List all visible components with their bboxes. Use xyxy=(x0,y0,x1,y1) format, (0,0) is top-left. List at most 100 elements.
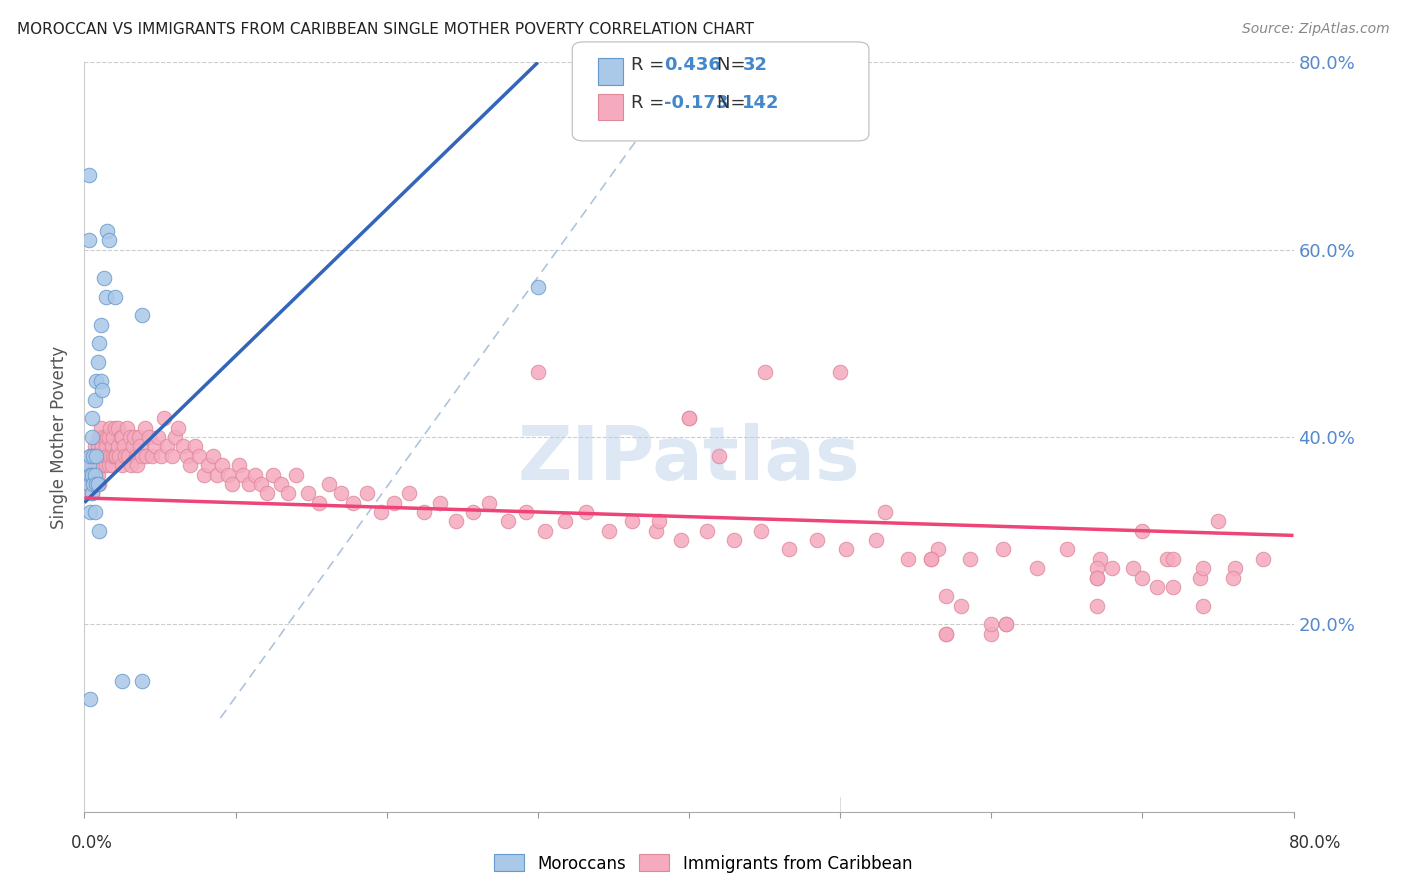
Point xyxy=(105,449,128,463)
Text: 142: 142 xyxy=(742,94,780,112)
Point xyxy=(112,440,135,453)
Point xyxy=(93,430,115,444)
Point xyxy=(131,308,153,322)
Point xyxy=(84,467,107,482)
Point xyxy=(79,692,101,706)
Point xyxy=(101,430,124,444)
Point xyxy=(277,486,299,500)
Point xyxy=(90,374,112,388)
Point xyxy=(193,467,215,482)
Point xyxy=(80,467,103,482)
Point xyxy=(835,542,858,557)
Point xyxy=(620,514,643,528)
Point xyxy=(1088,551,1111,566)
Point xyxy=(678,411,700,425)
Point xyxy=(678,411,700,425)
Point xyxy=(285,467,308,482)
Point xyxy=(96,430,118,444)
Point xyxy=(356,486,378,500)
Point xyxy=(211,458,233,473)
Point xyxy=(80,430,103,444)
Point xyxy=(114,449,136,463)
Point xyxy=(1206,514,1229,528)
Point xyxy=(935,590,957,604)
Point xyxy=(97,458,120,473)
Point xyxy=(82,476,104,491)
Text: ZIPatlas: ZIPatlas xyxy=(517,423,860,496)
Point xyxy=(496,514,519,528)
Point xyxy=(108,449,131,463)
Point xyxy=(100,458,122,473)
Point xyxy=(86,449,108,463)
Point xyxy=(89,458,111,473)
Point xyxy=(138,430,160,444)
Point xyxy=(89,336,111,351)
Point xyxy=(91,384,114,398)
Point xyxy=(648,514,671,528)
Point xyxy=(330,486,353,500)
Point xyxy=(80,458,103,473)
Point xyxy=(217,467,239,482)
Point xyxy=(1085,571,1108,585)
Point xyxy=(79,467,101,482)
Point xyxy=(1253,551,1275,566)
Point xyxy=(696,524,718,538)
Point xyxy=(897,551,920,566)
Point xyxy=(122,430,145,444)
Point xyxy=(165,430,187,444)
Point xyxy=(87,476,110,491)
Point xyxy=(709,449,731,463)
Point xyxy=(90,449,112,463)
Text: R =: R = xyxy=(631,94,671,112)
Point xyxy=(91,440,114,453)
Point xyxy=(413,505,436,519)
Point xyxy=(84,505,107,519)
Point xyxy=(145,440,167,453)
Point xyxy=(297,486,319,500)
Point xyxy=(201,449,224,463)
Point xyxy=(197,458,219,473)
Point xyxy=(104,449,127,463)
Point xyxy=(135,449,157,463)
Point xyxy=(927,542,949,557)
Point xyxy=(250,476,273,491)
Point xyxy=(1192,561,1215,575)
Point xyxy=(86,374,108,388)
Point xyxy=(575,505,598,519)
Point xyxy=(86,449,108,463)
Point xyxy=(128,430,150,444)
Point xyxy=(534,524,557,538)
Text: N=: N= xyxy=(717,56,751,74)
Point xyxy=(1122,561,1144,575)
Point xyxy=(228,458,250,473)
Point xyxy=(89,524,111,538)
Point xyxy=(754,365,776,379)
Point xyxy=(370,505,392,519)
Point xyxy=(262,467,284,482)
Text: R =: R = xyxy=(631,56,671,74)
Text: 0.436: 0.436 xyxy=(664,56,720,74)
Point xyxy=(111,430,134,444)
Point xyxy=(207,467,229,482)
Point xyxy=(167,421,190,435)
Point xyxy=(110,430,132,444)
Point xyxy=(84,392,107,407)
Point xyxy=(160,449,183,463)
Point xyxy=(1085,561,1108,575)
Point xyxy=(111,673,134,688)
Point xyxy=(131,673,153,688)
Point xyxy=(125,449,148,463)
Text: Source: ZipAtlas.com: Source: ZipAtlas.com xyxy=(1241,22,1389,37)
Point xyxy=(980,626,1002,640)
Point xyxy=(131,449,153,463)
Point xyxy=(77,233,100,247)
Point xyxy=(444,514,467,528)
Legend: Moroccans, Immigrants from Caribbean: Moroccans, Immigrants from Caribbean xyxy=(488,847,918,880)
Point xyxy=(1056,542,1078,557)
Point xyxy=(1130,571,1153,585)
Point xyxy=(1146,580,1168,594)
Point xyxy=(243,467,266,482)
Point xyxy=(121,440,143,453)
Point xyxy=(79,449,101,463)
Point xyxy=(256,486,278,500)
